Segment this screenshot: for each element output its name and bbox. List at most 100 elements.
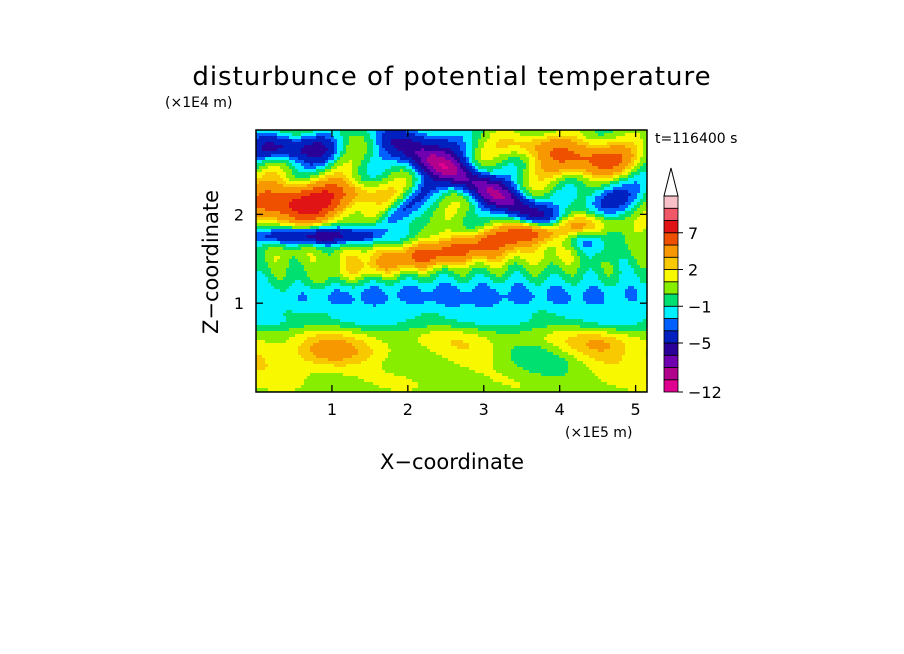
field-cell	[571, 202, 575, 206]
field-cell	[523, 142, 527, 146]
field-cell	[613, 136, 617, 140]
field-cell	[559, 208, 563, 212]
field-cell	[355, 166, 359, 170]
field-cell	[535, 148, 539, 152]
field-cell	[442, 166, 446, 170]
field-cell	[487, 169, 491, 173]
field-cell	[541, 223, 545, 227]
field-cell	[523, 184, 527, 188]
field-cell	[256, 139, 260, 143]
field-cell	[469, 208, 473, 212]
field-cell	[568, 130, 572, 134]
field-cell	[508, 148, 512, 152]
field-cell	[595, 202, 599, 206]
field-cell	[256, 241, 260, 245]
field-cell	[442, 205, 446, 209]
field-cell	[259, 223, 263, 227]
field-cell	[574, 205, 578, 209]
field-cell	[604, 232, 608, 236]
field-cell	[430, 217, 434, 221]
field-cell	[412, 217, 416, 221]
field-cell	[268, 160, 272, 164]
field-cell	[355, 205, 359, 209]
field-cell	[475, 169, 479, 173]
field-cell	[358, 223, 362, 227]
field-cell	[292, 148, 296, 152]
field-cell	[583, 175, 587, 179]
field-cell	[481, 235, 485, 239]
field-cell	[574, 184, 578, 188]
field-cell	[592, 133, 596, 137]
field-cell	[610, 235, 614, 239]
field-cell	[433, 172, 437, 176]
field-cell	[307, 238, 311, 242]
field-cell	[556, 148, 560, 152]
field-cell	[298, 169, 302, 173]
field-cell	[400, 151, 404, 155]
field-cell	[274, 196, 278, 200]
field-cell	[430, 154, 434, 158]
field-cell	[631, 181, 635, 185]
field-cell	[475, 217, 479, 221]
field-cell	[589, 154, 593, 158]
field-cell	[388, 175, 392, 179]
field-cell	[466, 205, 470, 209]
field-cell	[631, 151, 635, 155]
field-cell	[544, 184, 548, 188]
field-cell	[394, 145, 398, 149]
field-cell	[562, 229, 566, 233]
field-cell	[604, 238, 608, 242]
field-cell	[562, 133, 566, 137]
field-cell	[445, 130, 449, 134]
field-cell	[589, 205, 593, 209]
field-cell	[622, 199, 626, 203]
field-cell	[430, 151, 434, 155]
field-cell	[484, 145, 488, 149]
field-cell	[265, 169, 269, 173]
field-cell	[547, 232, 551, 236]
field-cell	[340, 199, 344, 203]
field-cell	[559, 187, 563, 191]
field-cell	[427, 166, 431, 170]
field-cell	[265, 157, 269, 161]
field-cell	[322, 199, 326, 203]
field-cell	[511, 157, 515, 161]
field-cell	[517, 241, 521, 245]
field-cell	[436, 211, 440, 215]
field-cell	[379, 226, 383, 230]
field-cell	[409, 130, 413, 134]
field-cell	[352, 184, 356, 188]
field-cell	[532, 190, 536, 194]
field-cell	[481, 175, 485, 179]
field-cell	[460, 232, 464, 236]
field-cell	[529, 226, 533, 230]
field-cell	[544, 163, 548, 167]
field-cell	[340, 214, 344, 218]
field-cell	[460, 133, 464, 137]
field-cell	[562, 181, 566, 185]
field-cell	[409, 184, 413, 188]
field-cell	[331, 223, 335, 227]
field-cell	[463, 223, 467, 227]
field-cell	[445, 190, 449, 194]
field-cell	[265, 232, 269, 236]
field-cell	[565, 238, 569, 242]
field-cell	[325, 190, 329, 194]
field-cell	[502, 133, 506, 137]
field-cell	[589, 145, 593, 149]
field-cell	[478, 130, 482, 134]
field-cell	[619, 235, 623, 239]
field-cell	[394, 130, 398, 134]
field-cell	[625, 235, 629, 239]
field-cell	[502, 223, 506, 227]
field-cell	[544, 175, 548, 179]
field-cell	[565, 136, 569, 140]
field-cell	[331, 178, 335, 182]
field-cell	[601, 166, 605, 170]
field-cell	[613, 211, 617, 215]
field-cell	[577, 133, 581, 137]
field-cell	[580, 151, 584, 155]
field-cell	[451, 169, 455, 173]
field-cell	[607, 208, 611, 212]
field-cell	[385, 130, 389, 134]
